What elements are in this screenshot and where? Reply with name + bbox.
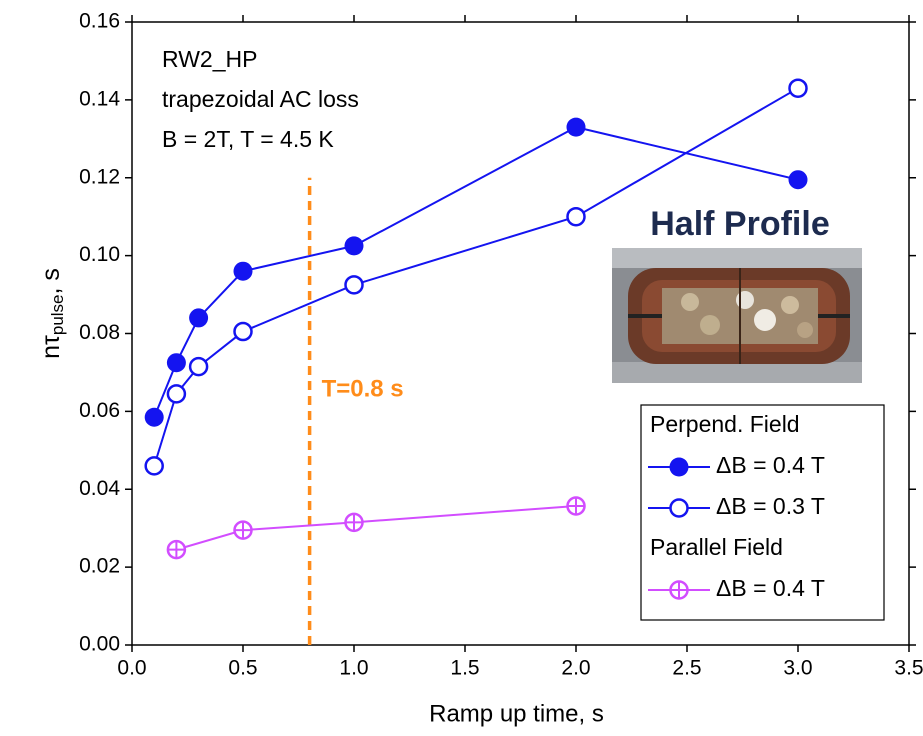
marker-dot: [233, 321, 253, 342]
y-tick-label: 0.02: [79, 555, 120, 578]
marker-dot: [166, 384, 187, 404]
legend-label: ΔB = 0.4 T: [716, 575, 825, 601]
marker-dot: [344, 275, 364, 295]
marker: [166, 384, 187, 404]
x-tick-label: 3.5: [894, 657, 923, 680]
marker-dot: [788, 170, 808, 190]
y-axis-label-sub: pulse: [48, 294, 67, 335]
y-axis-label: nτpulse, s: [37, 268, 68, 359]
y-tick-label: 0.16: [79, 10, 120, 33]
marker-dot: [144, 456, 164, 476]
marker: [788, 170, 808, 190]
marker: [233, 520, 253, 540]
y-tick-label: 0.14: [79, 87, 120, 110]
legend-group: Parallel Field: [650, 534, 783, 560]
y-tick-label: 0.12: [79, 165, 120, 188]
marker: [188, 356, 209, 377]
marker-dot: [669, 498, 689, 518]
y-tick-label: 0.08: [79, 321, 120, 344]
marker: [344, 512, 364, 533]
x-tick-label: 0.0: [117, 657, 146, 680]
marker-dot: [166, 353, 186, 373]
x-tick-label: 2.5: [672, 657, 701, 680]
marker-dot: [188, 356, 209, 377]
series-line: [176, 504, 577, 551]
y-axis-label-unit: , s: [37, 268, 65, 294]
marker: [344, 275, 364, 295]
x-tick-label: 0.5: [228, 657, 257, 680]
legend-label: ΔB = 0.3 T: [716, 493, 825, 519]
marker: [344, 236, 364, 256]
marker: [669, 580, 689, 600]
inset-photo: [612, 248, 862, 383]
x-axis-label: Ramp up time, s: [429, 700, 604, 727]
legend: Perpend. Field ΔB = 0.4 T ΔB = 0.3 T Parall…: [640, 404, 885, 621]
inset-title: Half Profile: [650, 205, 829, 243]
marker: [144, 456, 164, 476]
marker: [233, 321, 253, 342]
annotation: B = 2T, T = 4.5 K: [162, 126, 334, 152]
marker-dot: [669, 457, 689, 477]
annotation: trapezoidal AC loss: [162, 86, 359, 112]
marker: [566, 117, 586, 137]
y-tick-label: 0.10: [79, 243, 120, 266]
x-tick-label: 2.0: [561, 657, 590, 680]
marker: [566, 496, 586, 516]
marker: [669, 498, 689, 518]
y-tick-label: 0.00: [79, 633, 120, 656]
x-tick-label: 1.0: [339, 657, 368, 680]
legend-label: ΔB = 0.4 T: [716, 452, 825, 478]
threshold-label: T=0.8 s: [322, 375, 404, 402]
x-tick-label: 3.0: [783, 657, 812, 680]
marker-dot: [566, 206, 586, 227]
marker-dot: [233, 261, 253, 281]
marker-dot: [344, 236, 364, 256]
annotation: RW2_HP: [162, 46, 257, 72]
marker-dot: [189, 308, 209, 328]
marker: [788, 78, 808, 98]
marker-dot: [788, 78, 808, 98]
y-tick-label: 0.06: [79, 399, 120, 422]
y-tick-label: 0.04: [79, 477, 120, 500]
legend-group: Perpend. Field: [650, 411, 800, 437]
marker-dot: [144, 407, 164, 427]
marker-dot: [566, 117, 586, 137]
y-axis-label-main: nτ: [37, 335, 65, 359]
marker: [189, 308, 209, 328]
marker: [166, 353, 186, 373]
marker: [566, 206, 586, 227]
marker: [669, 457, 689, 477]
marker: [166, 539, 187, 560]
marker: [144, 407, 164, 427]
x-tick-label: 1.5: [450, 657, 479, 680]
marker: [233, 261, 253, 281]
